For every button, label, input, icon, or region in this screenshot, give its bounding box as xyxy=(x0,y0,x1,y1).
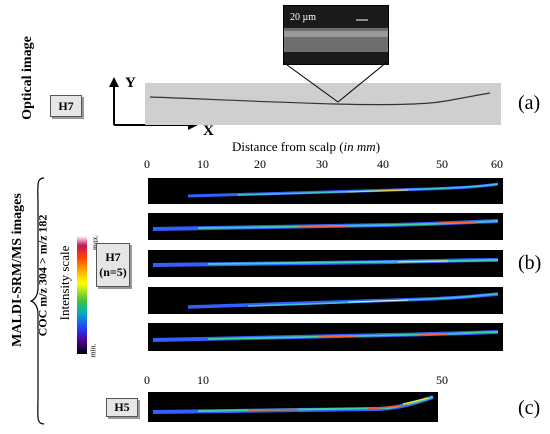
optical-hair-image xyxy=(145,83,501,125)
tick-top-20: 20 xyxy=(254,157,266,171)
optical-section-title: Optical image xyxy=(20,36,35,120)
maldi-transition-label: COC m/z 304 > m/z 182 xyxy=(36,211,51,341)
scale-min-label: min. xyxy=(88,343,98,358)
maldi-section-title: MALDI-SRM/MS images xyxy=(10,193,25,347)
intensity-colorbar xyxy=(77,236,87,354)
maldi-sample-label: H7 (n=5) xyxy=(96,243,130,287)
maldi-transition-text: COC m/z 304 > m/z 182 xyxy=(35,214,50,337)
optical-sample-label: H7 xyxy=(50,95,82,117)
distance-axis-title-close: ) xyxy=(375,139,381,154)
tick-top-0: 0 xyxy=(144,157,150,171)
sem-scale-label: 20 µm xyxy=(290,12,317,23)
tick-top-40: 40 xyxy=(377,157,389,171)
h5-sample-label: H5 xyxy=(106,398,138,417)
maldi-strip-2 xyxy=(148,213,503,240)
maldi-strip-4 xyxy=(148,287,503,314)
panel-letter-c: (c) xyxy=(518,397,541,419)
h5-maldi-strip xyxy=(148,392,438,422)
intensity-scale-label: Intensity scale xyxy=(57,245,72,321)
tick-top-10: 10 xyxy=(197,157,209,171)
maldi-replicates: (n=5) xyxy=(99,265,127,279)
tick-top-30: 30 xyxy=(316,157,328,171)
maldi-sample-name: H7 xyxy=(105,250,121,264)
inset-zoom-lines xyxy=(283,62,388,103)
maldi-strip-3 xyxy=(148,250,503,277)
panel-letter-a: (a) xyxy=(518,92,541,114)
tick-bottom-50: 50 xyxy=(436,373,448,387)
xy-axes xyxy=(109,77,198,130)
y-axis-label: Y xyxy=(125,75,136,91)
sem-inset: 20 µm xyxy=(283,5,389,65)
tick-top-50: 50 xyxy=(436,157,448,171)
tick-bottom-10: 10 xyxy=(197,373,209,387)
distance-axis-title-main: Distance from scalp ( xyxy=(232,139,344,154)
distance-axis-title-unit: in mm xyxy=(343,139,376,154)
x-axis-label: X xyxy=(203,123,214,139)
maldi-strip-1 xyxy=(148,178,503,204)
maldi-brace xyxy=(30,177,45,425)
distance-axis-title: Distance from scalp (in mm) xyxy=(232,139,380,155)
tick-top-60: 60 xyxy=(491,157,503,171)
tick-bottom-0: 0 xyxy=(144,373,150,387)
maldi-strip-5 xyxy=(148,323,503,351)
panel-letter-b: (b) xyxy=(518,252,542,274)
